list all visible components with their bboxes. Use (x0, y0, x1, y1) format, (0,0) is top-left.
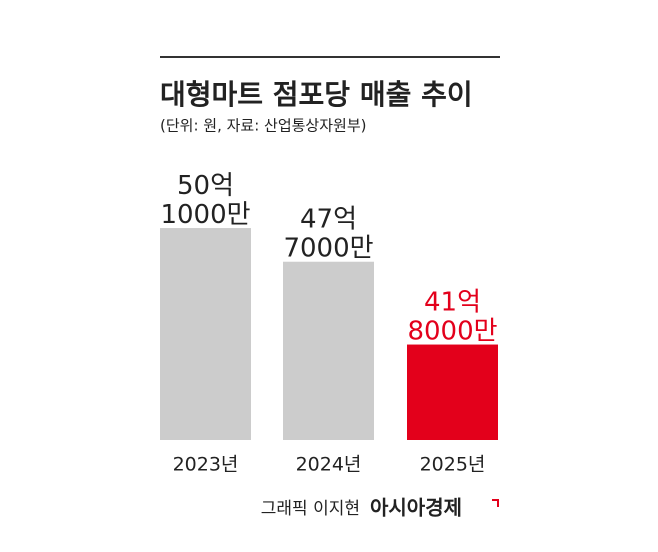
value-label-line: 41억 (424, 287, 481, 317)
value-label-line: 50억 (177, 171, 234, 201)
brand-logo (492, 499, 499, 507)
value-label-line: 47억 (300, 204, 357, 234)
x-tick-label: 2023년 (173, 454, 239, 476)
value-label: 47억 7000만 (283, 204, 373, 263)
bar (160, 228, 251, 440)
credit: 그래픽 이지현 (261, 499, 360, 519)
bar (283, 261, 374, 440)
chart-title: 대형마트 점포당 매출 추이 (160, 78, 473, 111)
bar (407, 344, 498, 440)
x-tick-label: 2024년 (296, 454, 362, 476)
value-label: 41억 8000만 (407, 287, 497, 346)
value-label-line: 1000만 (160, 200, 250, 230)
brand: 아시아경제 (370, 496, 462, 520)
chart-subtitle: (단위: 원, 자료: 산업통상자원부) (160, 117, 367, 135)
x-tick-label: 2025년 (420, 454, 486, 476)
value-label-line: 7000만 (283, 233, 373, 263)
value-label: 50억 1000만 (160, 171, 250, 230)
value-label-line: 8000만 (407, 316, 497, 346)
